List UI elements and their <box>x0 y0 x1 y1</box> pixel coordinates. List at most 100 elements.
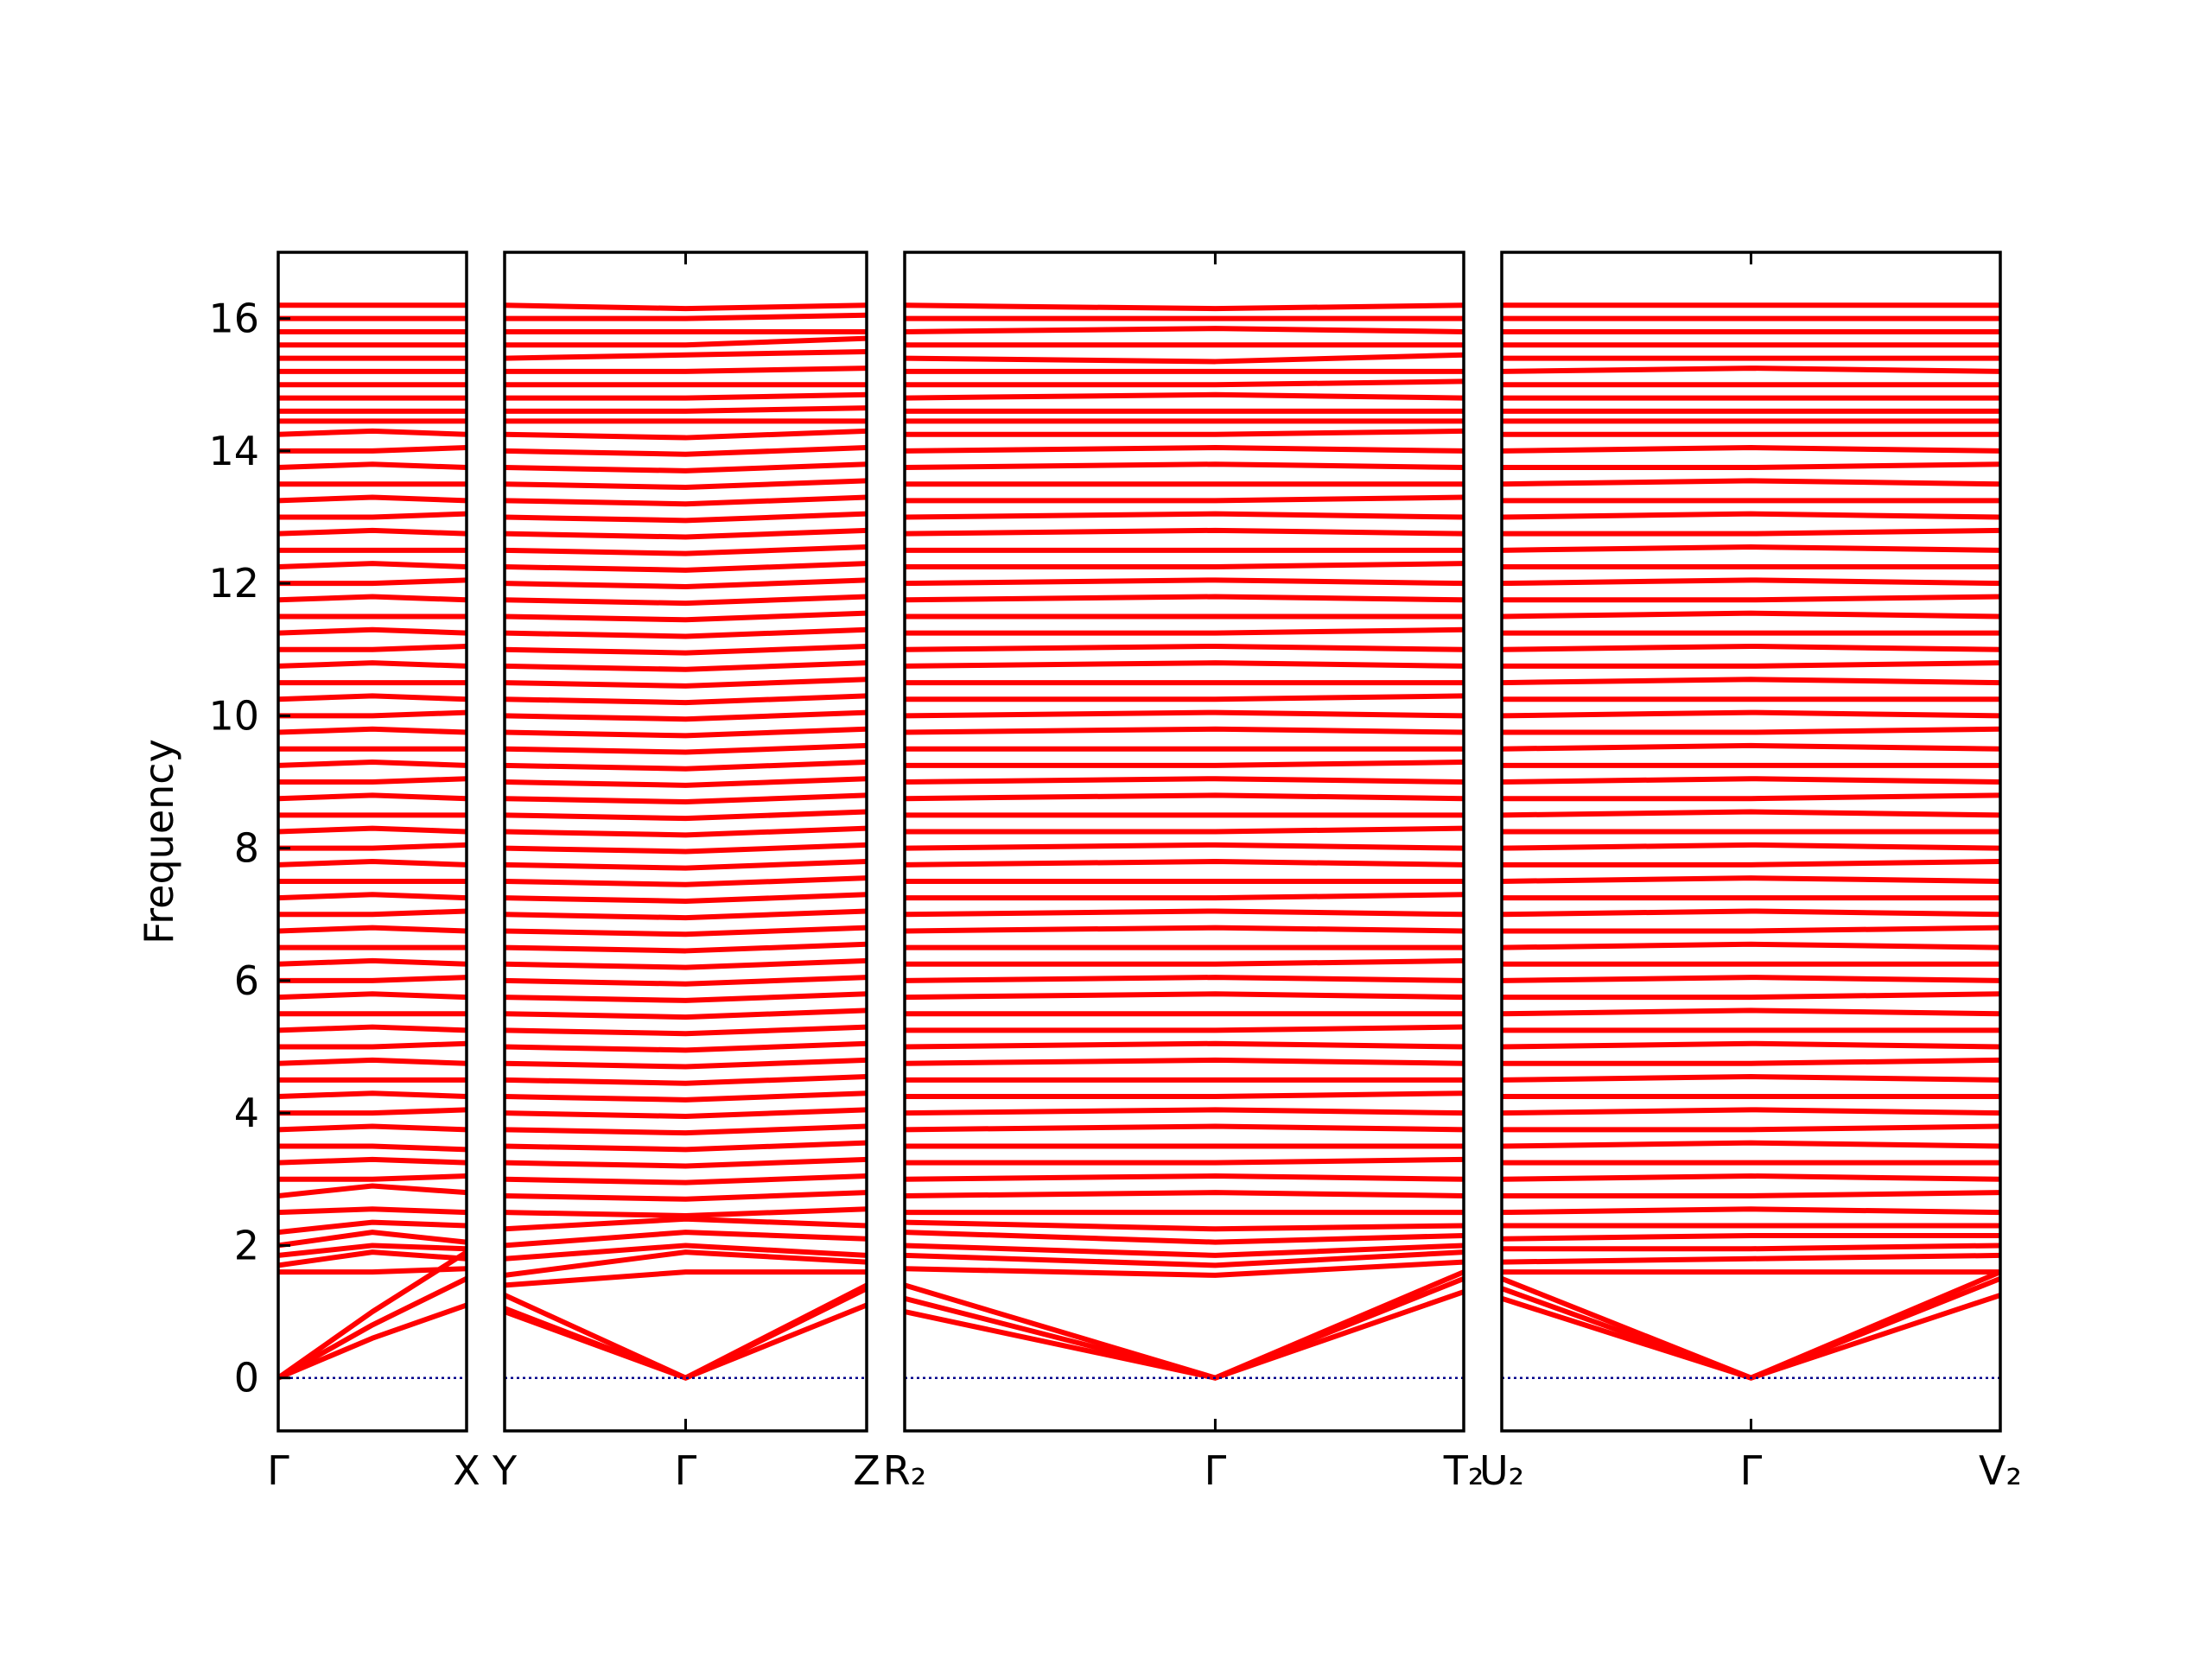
band-line <box>278 925 467 934</box>
band-line <box>278 494 467 504</box>
band-line <box>1502 660 2000 669</box>
band-line <box>505 544 867 556</box>
band-line <box>505 792 867 805</box>
band-line <box>505 1074 867 1086</box>
band-line <box>1502 478 2000 487</box>
band-line <box>505 1230 867 1249</box>
band-line <box>1502 577 2000 587</box>
band-line <box>278 1057 467 1066</box>
band-line <box>505 941 867 954</box>
band-line <box>905 1230 1464 1245</box>
band-line <box>278 1156 467 1166</box>
y-axis-label: Frequency <box>136 739 182 944</box>
band-line <box>1502 709 2000 719</box>
band-line <box>278 1243 467 1258</box>
y-tick-label: 8 <box>234 825 259 872</box>
band-line <box>278 1173 467 1182</box>
band-line <box>278 975 467 983</box>
band-line <box>905 1090 1464 1100</box>
band-line <box>505 1040 867 1053</box>
band-line <box>278 1024 467 1033</box>
band-line <box>905 1040 1464 1050</box>
x-tick-label: Γ <box>1205 1447 1227 1494</box>
band-line <box>505 1216 867 1232</box>
band-line <box>505 391 867 401</box>
band-line <box>278 991 467 1001</box>
band-line <box>505 809 867 822</box>
band-line <box>1502 610 2000 620</box>
bands <box>1502 302 2000 1381</box>
band-line <box>905 1024 1464 1033</box>
band-line <box>905 302 1464 312</box>
band-line <box>905 991 1464 1001</box>
band-line <box>505 365 867 374</box>
x-tick-label: Y <box>492 1447 518 1494</box>
band-line <box>278 1276 467 1381</box>
y-tick-label: 4 <box>234 1090 259 1136</box>
band-line <box>905 326 1464 334</box>
band-line <box>278 1206 467 1216</box>
band-line <box>505 709 867 722</box>
band-line <box>278 760 467 768</box>
band-line <box>278 792 467 802</box>
x-tick-label: Γ <box>267 1447 289 1494</box>
band-line <box>905 858 1464 868</box>
band-line <box>1502 445 2000 454</box>
band-line <box>505 825 867 838</box>
band-line <box>905 511 1464 520</box>
band-line <box>905 1275 1464 1381</box>
band-line <box>905 626 1464 636</box>
band-line <box>278 908 467 918</box>
band-line <box>505 335 867 348</box>
band-line <box>278 1183 467 1198</box>
band-line <box>278 1143 467 1153</box>
band-line <box>905 975 1464 983</box>
band-line <box>505 594 867 607</box>
band-line <box>905 1190 1464 1198</box>
band-line <box>505 726 867 739</box>
panel: Γ X 0 2 4 6 8 10 12 14 16 Frequency <box>136 251 480 1494</box>
y-tick-label: 2 <box>234 1222 259 1268</box>
band-line <box>905 1249 1464 1268</box>
band-line <box>505 1206 867 1218</box>
band-line <box>278 693 467 702</box>
band-line <box>505 610 867 623</box>
x-tick-label: R₂ <box>883 1447 926 1494</box>
band-line <box>905 925 1464 934</box>
panel: U₂ Γ V₂ <box>1479 251 2022 1494</box>
band-line <box>905 776 1464 785</box>
band-line <box>505 677 867 689</box>
band-line <box>905 1107 1464 1116</box>
band-line <box>905 1123 1464 1133</box>
band-line <box>505 991 867 1003</box>
band-line <box>1502 875 2000 884</box>
band-line <box>905 726 1464 735</box>
band-line <box>278 726 467 735</box>
band-line <box>505 1024 867 1037</box>
band-line <box>905 1156 1464 1166</box>
band-line <box>505 908 867 921</box>
band-line <box>1502 1074 2000 1083</box>
band-line <box>278 1249 467 1268</box>
band-line <box>905 352 1464 365</box>
y-tick-label: 12 <box>208 560 259 607</box>
band-line <box>505 312 867 321</box>
x-tick-label: Z <box>853 1447 880 1494</box>
band-line <box>1502 991 2000 1001</box>
band-line <box>505 1173 867 1185</box>
band-line <box>905 693 1464 702</box>
band-line <box>905 892 1464 901</box>
band-line <box>1502 643 2000 652</box>
band-line <box>505 1007 867 1020</box>
band-line <box>1502 1173 2000 1182</box>
band-line <box>278 626 467 636</box>
x-tick-label: X <box>453 1447 480 1494</box>
band-line <box>505 760 867 772</box>
band-line <box>1502 1275 2000 1381</box>
band-line <box>278 1230 467 1249</box>
band-line <box>505 660 867 672</box>
band-line <box>505 742 867 755</box>
band-line <box>1502 1107 2000 1116</box>
